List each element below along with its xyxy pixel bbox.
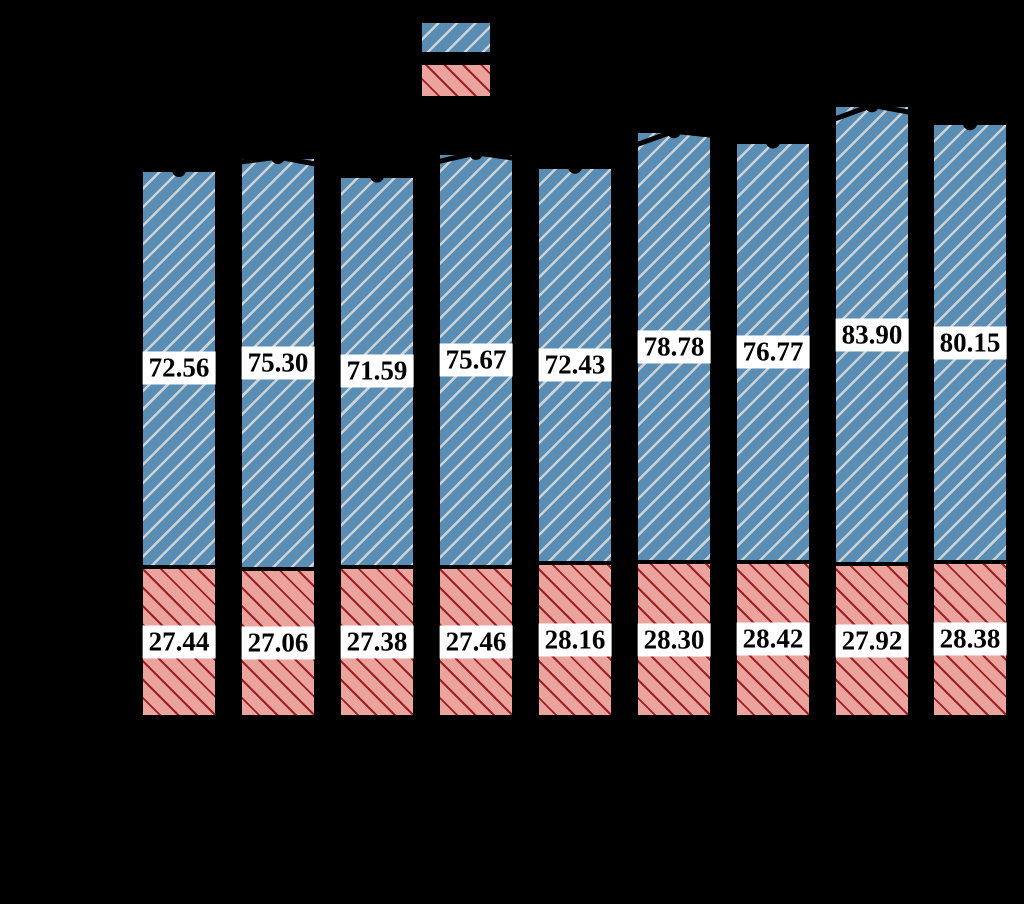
bar-value-label-red: 27.46	[439, 625, 513, 659]
bar-value-label-blue: 80.15	[933, 326, 1007, 360]
bar-value-label-red: 28.42	[736, 622, 810, 656]
bar-value-label-blue: 75.67	[439, 343, 513, 377]
legend-swatch-blue-hatch	[420, 21, 492, 54]
bar-value-label-blue: 72.56	[142, 351, 216, 385]
bar-value-label-red: 28.38	[933, 622, 1007, 656]
bar-value-label-blue: 72.43	[538, 348, 612, 382]
bar-value-label-red: 27.38	[340, 625, 414, 659]
bar-value-label-red: 27.92	[835, 624, 909, 658]
bar-value-label-blue: 76.77	[736, 335, 810, 369]
bar-value-label-red: 27.06	[241, 626, 315, 660]
bar-value-label-red: 28.16	[538, 623, 612, 657]
bar-value-label-blue: 78.78	[637, 330, 711, 364]
bar-value-label-red: 27.44	[142, 625, 216, 659]
bar-value-label-blue: 83.90	[835, 318, 909, 352]
bar-value-label-red: 28.30	[637, 623, 711, 657]
legend-swatch-red-hatch	[420, 63, 492, 98]
bar-value-label-blue: 71.59	[340, 354, 414, 388]
bar-value-label-blue: 75.30	[241, 346, 315, 380]
